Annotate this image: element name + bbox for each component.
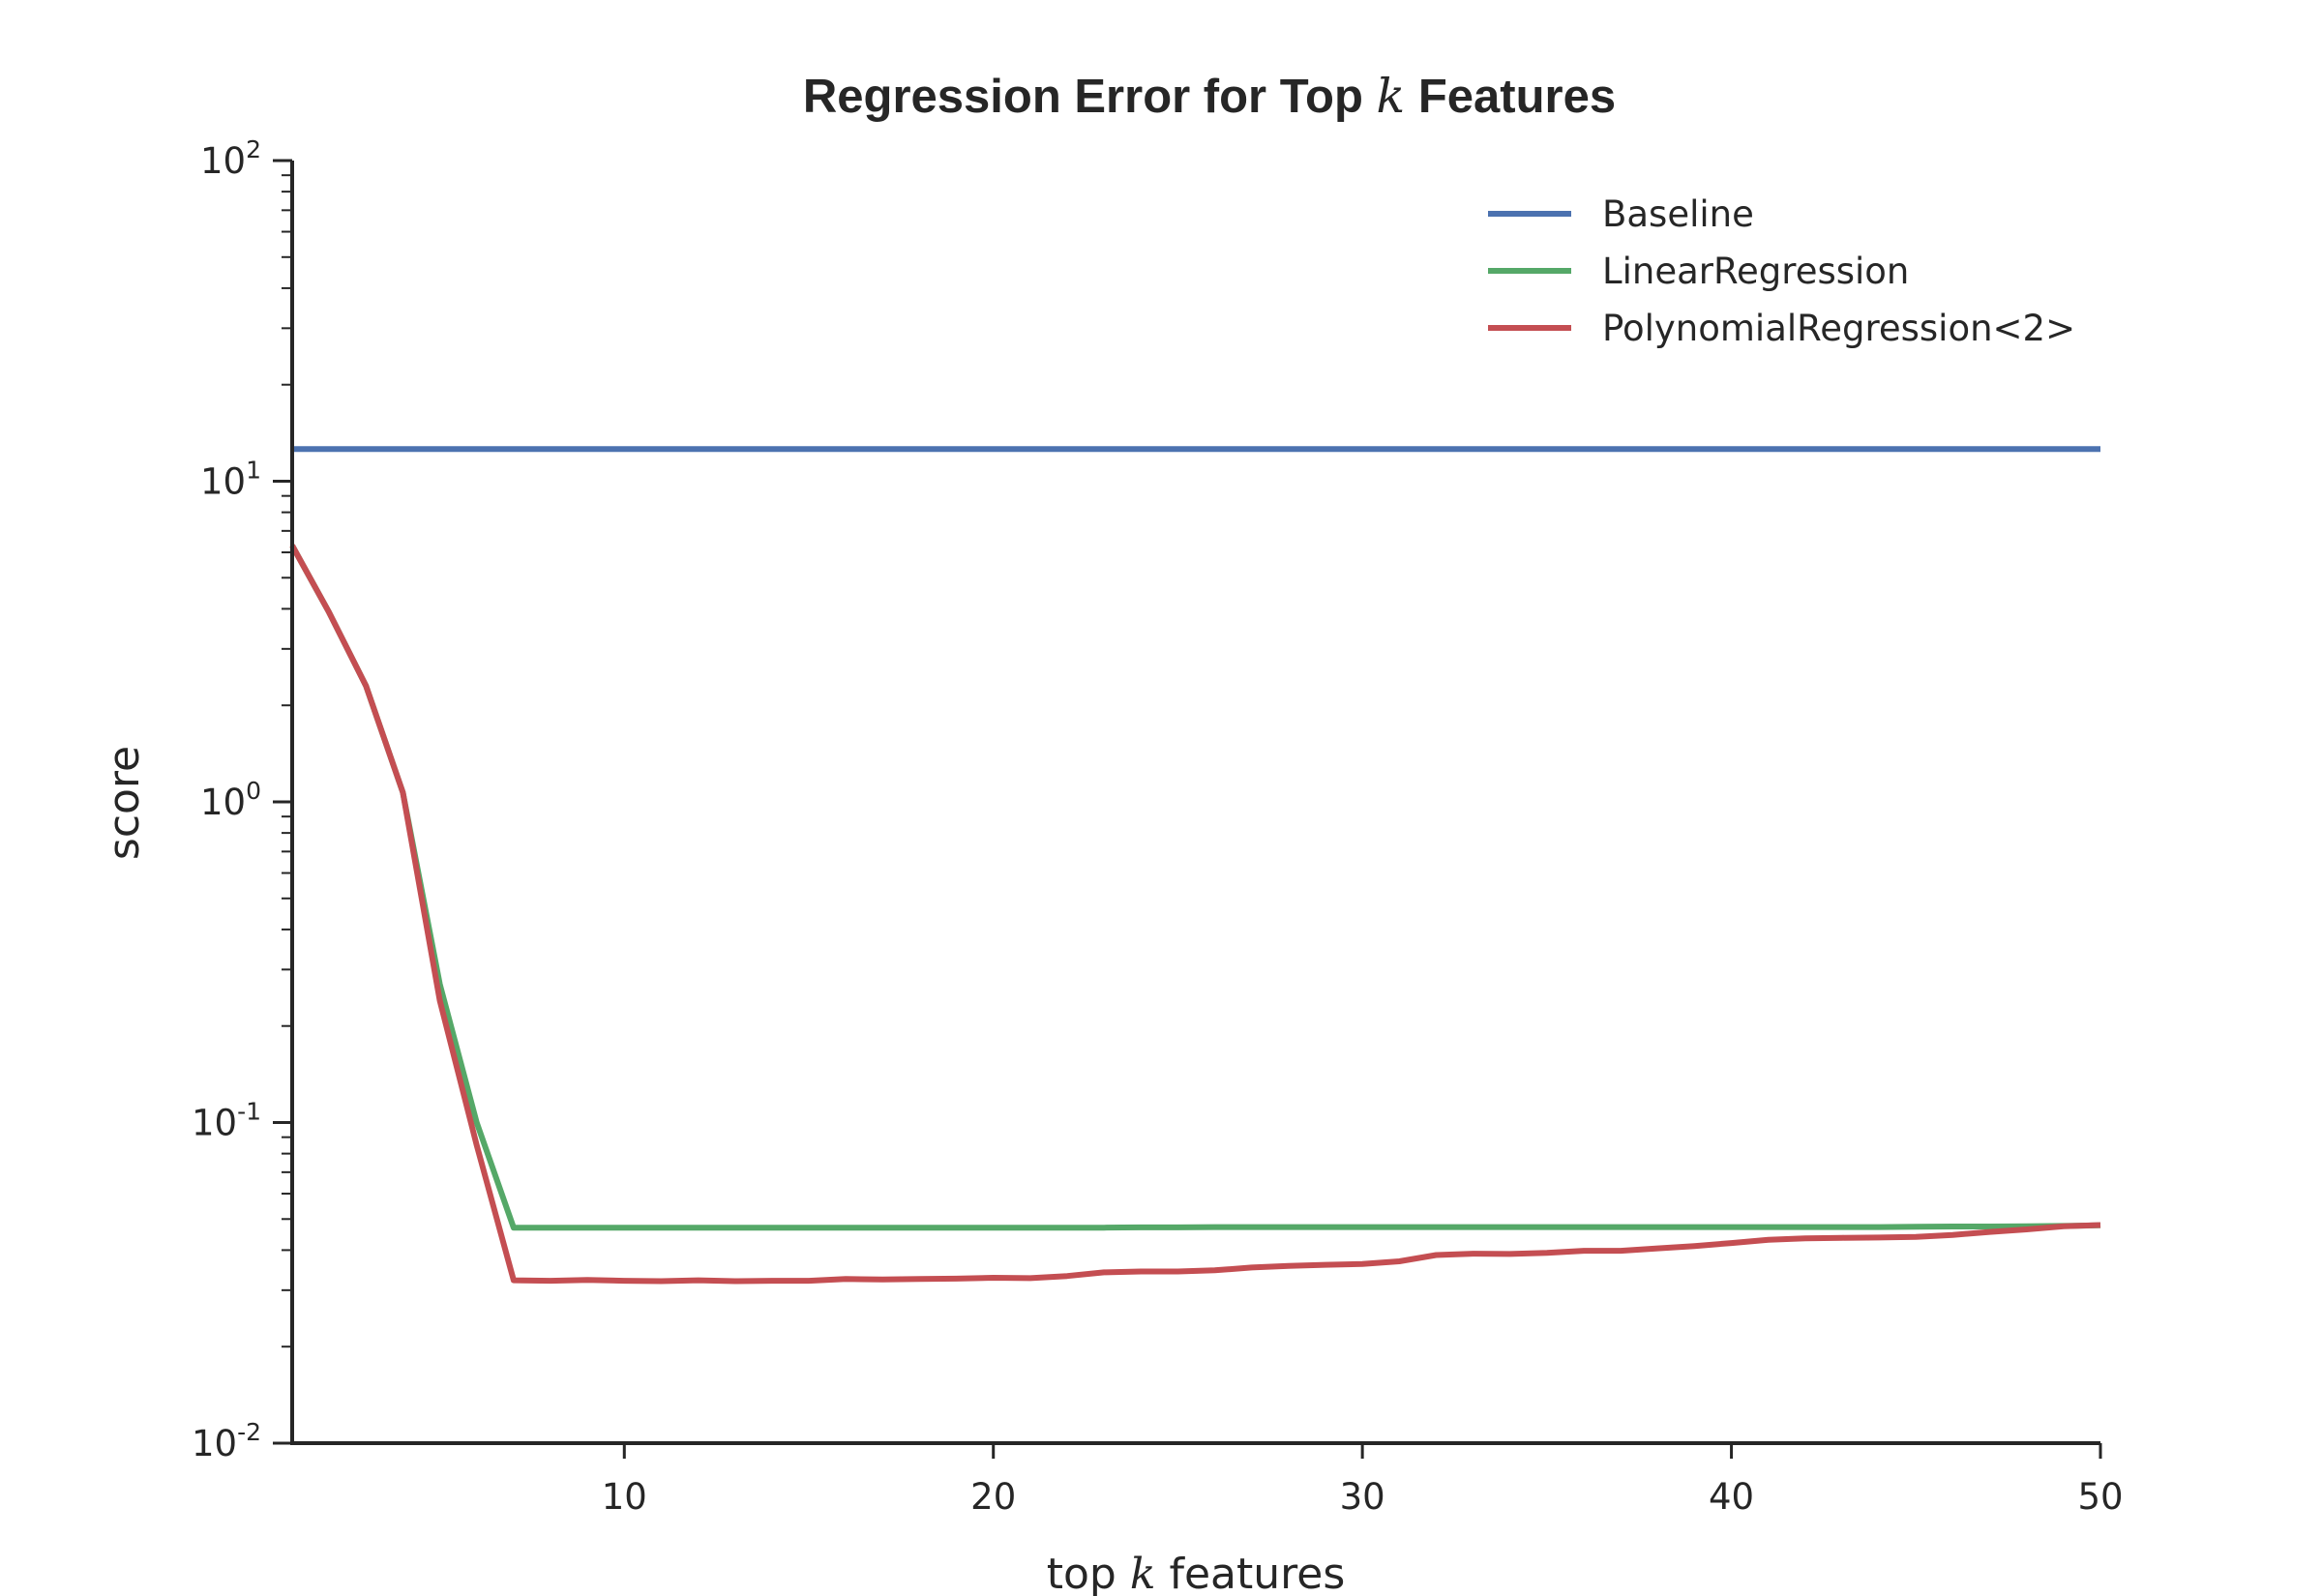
x-tick-label-40: 40 (1709, 1476, 1754, 1518)
series-layer (289, 446, 2101, 1285)
y-tick-label-3: 101 (200, 457, 261, 503)
y-tick-label-4: 102 (200, 135, 261, 182)
x-tick-label-10: 10 (602, 1476, 647, 1518)
legend-label-2: PolynomialRegression<2> (1602, 308, 2075, 349)
x-axis-label-prefix: top (1047, 1550, 1130, 1596)
x-tick-label-30: 30 (1340, 1476, 1385, 1518)
y-tick-label-1: 10-1 (192, 1098, 261, 1144)
x-axis-label-math: k (1130, 1550, 1156, 1596)
legend: Baseline LinearRegression PolynomialRegres… (1488, 193, 2075, 349)
chart-title-prefix: Regression Error for Top (803, 71, 1377, 123)
legend-label-0: Baseline (1602, 193, 1754, 235)
chart-title-suffix: Features (1405, 71, 1616, 123)
series-line-2 (289, 544, 2101, 1285)
chart-title-math: k (1377, 69, 1406, 124)
y-tick-label-2: 100 (200, 777, 261, 823)
chart-title: Regression Error for Top k Features (803, 69, 1616, 124)
x-axis-label: top k features (1047, 1550, 1346, 1596)
x-tick-label-20: 20 (970, 1476, 1016, 1518)
y-tick-label-0: 10-2 (192, 1418, 261, 1464)
tick-labels: 10 20 30 40 50 10-2 10-1 100 101 102 (192, 135, 2124, 1518)
axis-ticks (273, 159, 2102, 1459)
x-axis-label-suffix: features (1156, 1550, 1346, 1596)
x-tick-label-50: 50 (2077, 1476, 2123, 1518)
legend-label-1: LinearRegression (1602, 251, 1909, 292)
series-line-1 (289, 544, 2101, 1231)
y-axis-label: score (100, 746, 149, 860)
